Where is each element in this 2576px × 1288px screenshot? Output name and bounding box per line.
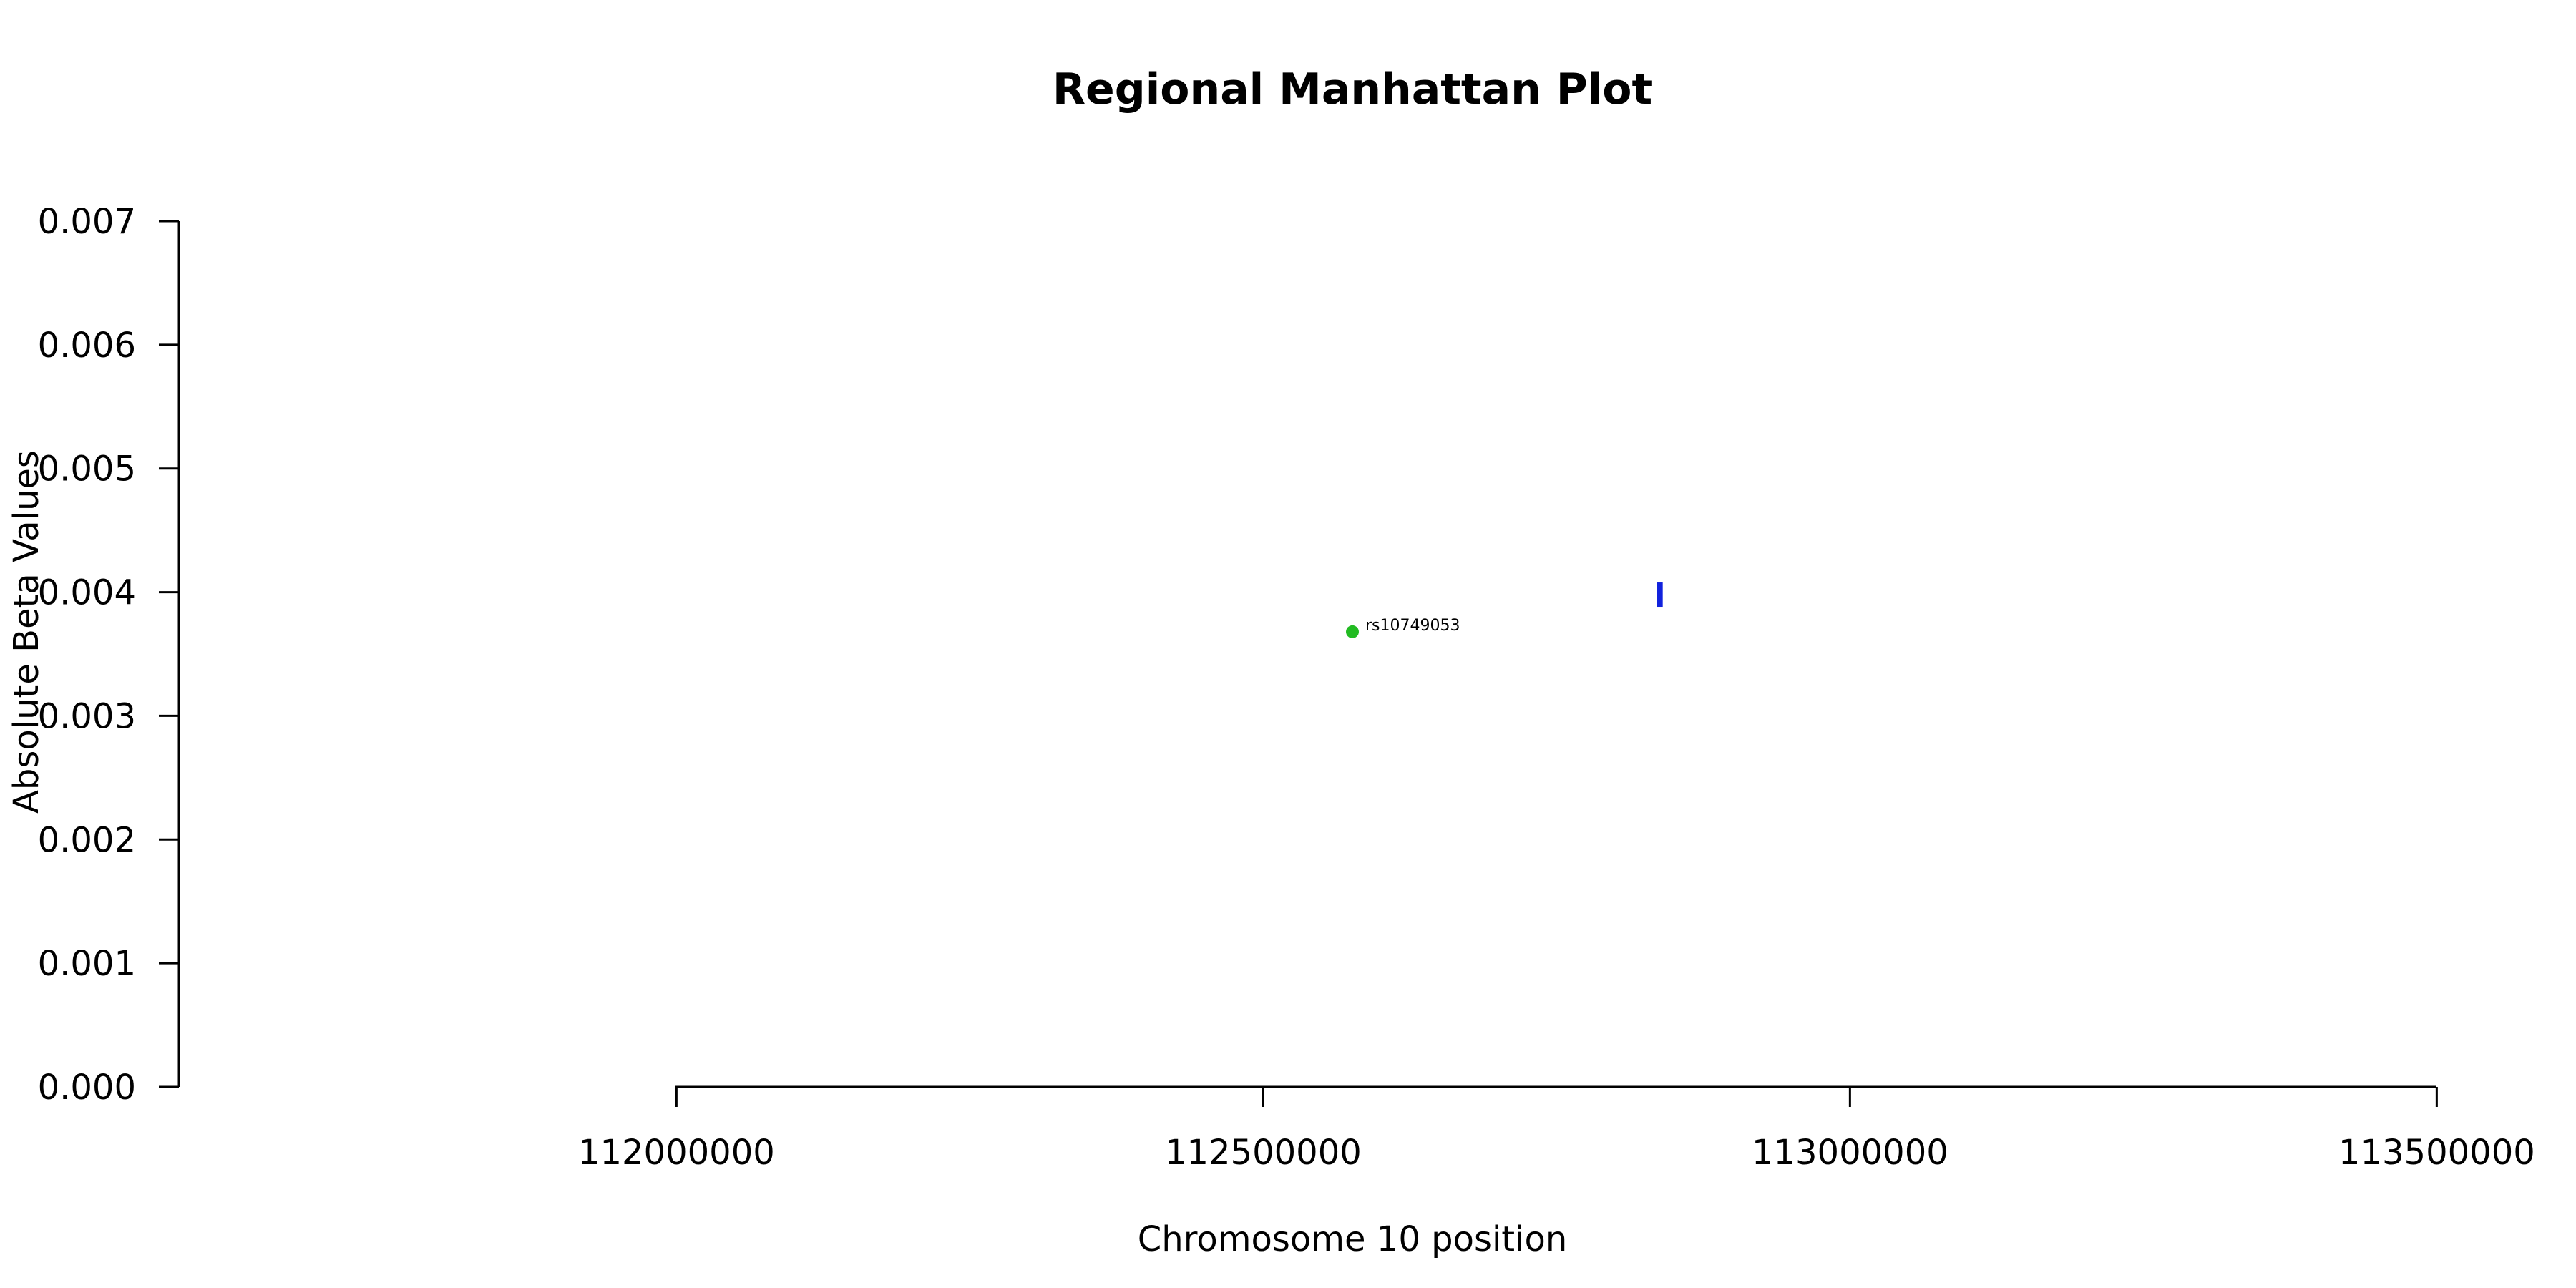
- data-point-label: rs10749053: [1365, 617, 1460, 635]
- x-axis-title: Chromosome 10 position: [1138, 1219, 1568, 1259]
- y-tick-label: 0.000: [38, 1068, 136, 1108]
- x-tick-label: 112000000: [578, 1133, 775, 1173]
- y-axis: 0.000 0.001 0.002 0.003 0.004 0.005 0.006 0.007: [38, 202, 180, 1108]
- x-tick-label: 113000000: [1752, 1133, 1948, 1173]
- y-tick-label: 0.001: [38, 944, 136, 984]
- data-point: [1346, 625, 1359, 638]
- chart-title: Regional Manhattan Plot: [1053, 64, 1652, 114]
- y-tick-label: 0.003: [38, 696, 136, 736]
- y-tick-label: 0.007: [38, 202, 136, 242]
- y-tick-label: 0.006: [38, 326, 136, 366]
- x-tick-label: 112500000: [1165, 1133, 1362, 1173]
- y-tick-label: 0.002: [38, 820, 136, 860]
- gene-marker: [1657, 582, 1663, 608]
- y-tick-label: 0.005: [38, 449, 136, 489]
- y-axis-title: Absolute Beta Values: [6, 450, 47, 814]
- x-tick-label: 113500000: [2338, 1133, 2535, 1173]
- plot-points: rs10749053: [1346, 582, 1663, 638]
- y-tick-label: 0.004: [38, 573, 136, 613]
- x-axis: 112000000 112500000 113000000 113500000: [578, 1085, 2535, 1173]
